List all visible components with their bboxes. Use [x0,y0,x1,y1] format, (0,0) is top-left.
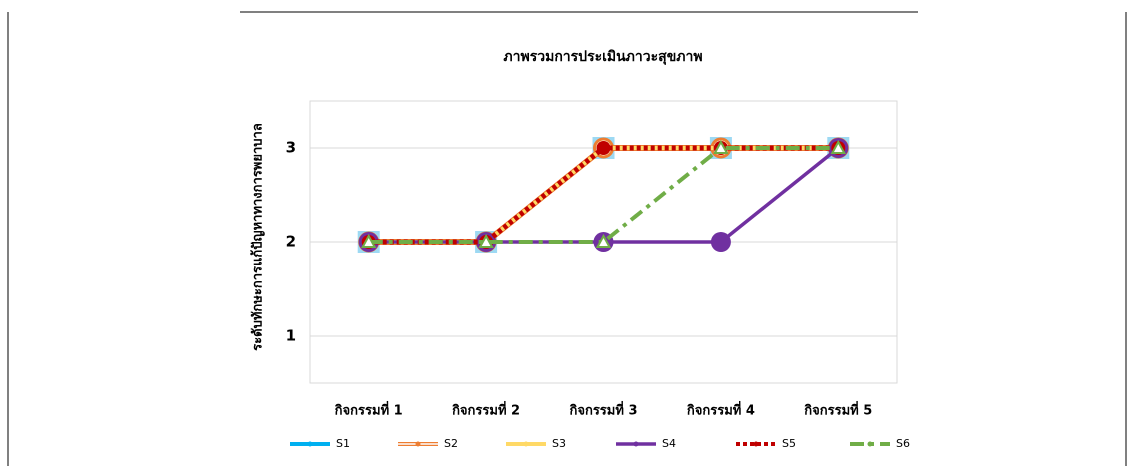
series-line [368,146,839,244]
legend-label: S6 [896,437,910,450]
legend-label: S2 [444,437,458,450]
marker [595,233,612,248]
series-line [368,145,839,245]
marker [361,233,377,248]
legend-marker [753,441,759,447]
legend-marker [523,441,529,447]
legend-marker [633,441,639,447]
marker [596,141,611,155]
legend-marker [867,441,873,447]
x-tick-label: กิจกรรมที่ 2 [452,401,520,419]
x-tick-label: กิจกรรมที่ 4 [687,401,755,419]
marker [710,232,731,252]
series-line [368,145,839,245]
legend-label: S4 [662,437,676,450]
series-line [368,146,839,244]
legend-label: S5 [782,437,796,450]
x-tick-label: กิจกรรมที่ 5 [804,401,872,419]
legend-marker [307,441,313,447]
x-tick-label: กิจกรรมที่ 1 [335,401,403,419]
marker [830,139,846,154]
legend-label: S3 [552,437,566,450]
x-tick-label: กิจกรรมที่ 3 [569,401,637,419]
y-tick-label: 1 [286,327,296,345]
legend-label: S1 [336,437,350,450]
y-tick-label: 3 [286,139,296,157]
chart-title: ภาพรวมการประเมินภาวะสุขภาพ [503,49,702,65]
marker [478,233,494,248]
marker [713,139,729,154]
series [361,139,846,248]
y-axis-label: ระดับทักษะการแก้ปัญหาทางการพยาบาล [250,123,266,351]
series-line-inner [368,147,839,243]
legend-marker [415,441,421,447]
series-line [368,146,840,244]
series-line [368,146,839,244]
y-tick-label: 2 [286,233,296,251]
